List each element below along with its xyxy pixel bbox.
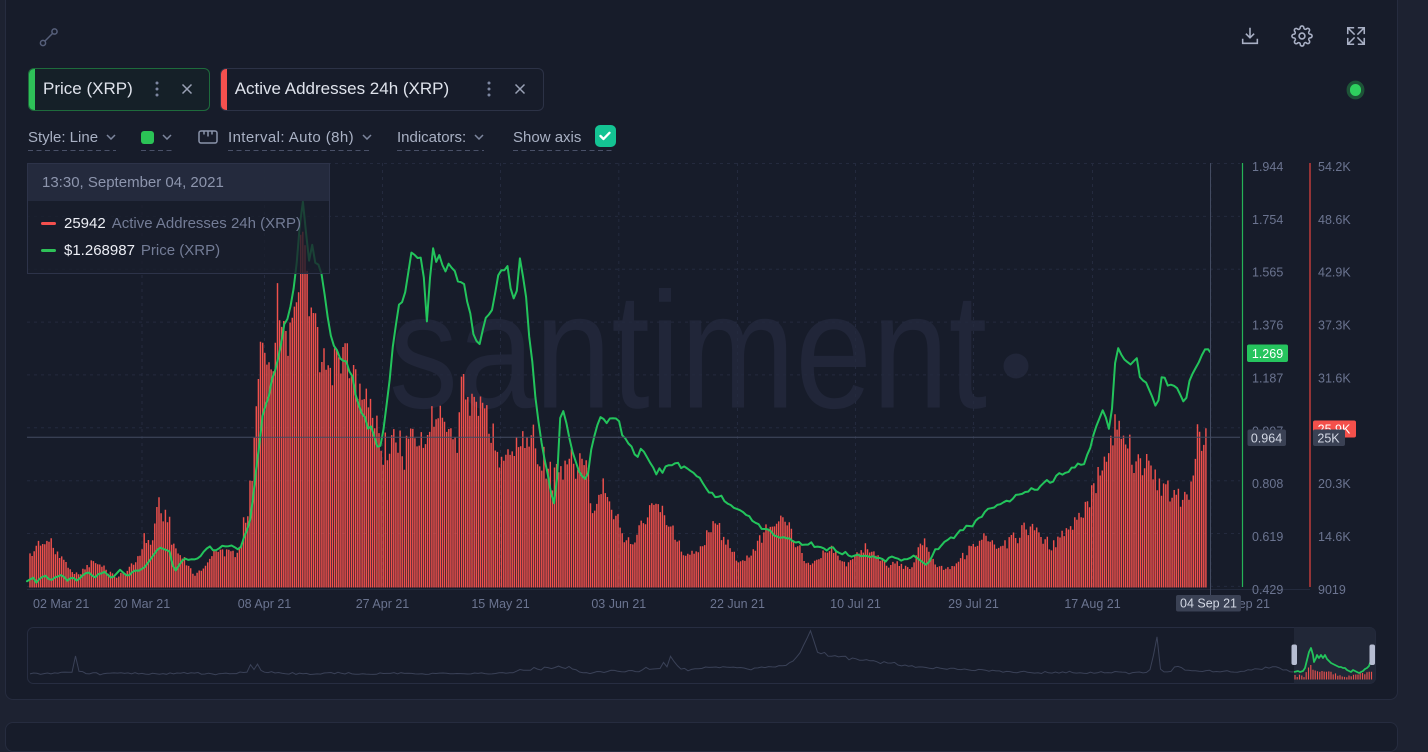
svg-text:48.6K: 48.6K [1318, 213, 1351, 227]
svg-text:0.964: 0.964 [1251, 431, 1282, 445]
svg-text:14.6K: 14.6K [1318, 530, 1351, 544]
svg-text:1.187: 1.187 [1252, 371, 1283, 385]
svg-text:20 Mar 21: 20 Mar 21 [114, 597, 170, 611]
svg-text:25K: 25K [1317, 431, 1340, 445]
svg-text:08 Apr 21: 08 Apr 21 [238, 597, 292, 611]
svg-text:42.9K: 42.9K [1318, 266, 1351, 280]
svg-text:22 Jun 21: 22 Jun 21 [710, 597, 765, 611]
svg-text:1.754: 1.754 [1252, 213, 1283, 227]
svg-text:02 Mar 21: 02 Mar 21 [33, 597, 89, 611]
svg-text:03 Jun 21: 03 Jun 21 [591, 597, 646, 611]
svg-text:1.269: 1.269 [1252, 347, 1283, 361]
svg-text:31.6K: 31.6K [1318, 371, 1351, 385]
svg-text:15 May 21: 15 May 21 [471, 597, 529, 611]
svg-text:0.808: 0.808 [1252, 477, 1283, 491]
svg-text:0.619: 0.619 [1252, 530, 1283, 544]
svg-text:1.565: 1.565 [1252, 266, 1283, 280]
svg-text:37.3K: 37.3K [1318, 319, 1351, 333]
svg-text:27 Apr 21: 27 Apr 21 [356, 597, 410, 611]
svg-text:1.944: 1.944 [1252, 160, 1283, 174]
svg-text:santiment: santiment [389, 259, 987, 443]
svg-text:0.429: 0.429 [1252, 583, 1283, 597]
svg-text:20.3K: 20.3K [1318, 477, 1351, 491]
svg-text:9019: 9019 [1318, 583, 1346, 597]
svg-text:10 Jul 21: 10 Jul 21 [830, 597, 881, 611]
svg-text:29 Jul 21: 29 Jul 21 [948, 597, 999, 611]
svg-text:54.2K: 54.2K [1318, 160, 1351, 174]
svg-text:04 Sep 21: 04 Sep 21 [1180, 597, 1237, 611]
svg-text:1.376: 1.376 [1252, 319, 1283, 333]
svg-text:17 Aug 21: 17 Aug 21 [1064, 597, 1120, 611]
